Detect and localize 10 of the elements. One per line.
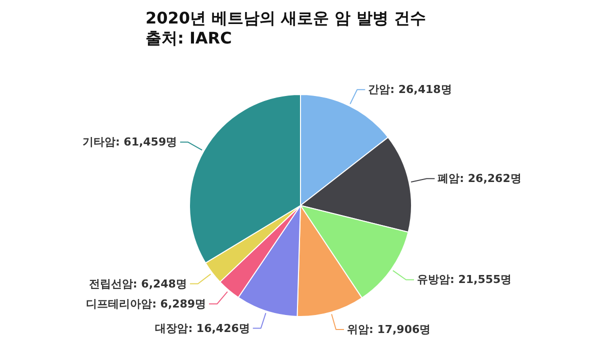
- slice-label: 디프테리아암: 6,289명: [86, 297, 206, 310]
- slice-label: 유방암: 21,555명: [417, 273, 512, 286]
- slice-label: 전립선암: 6,248명: [88, 277, 187, 290]
- slice-label: 기타암: 61,459명: [82, 136, 178, 149]
- slice-label: 대장암: 16,426명: [155, 322, 250, 335]
- chart-subtitle: 출처: IARC: [146, 28, 232, 48]
- slice-label: 위암: 17,906명: [346, 323, 431, 336]
- slice-label: 간암: 26,418명: [368, 83, 452, 96]
- slice-label: 폐암: 26,262명: [438, 172, 522, 186]
- chart-title: 2020년 베트남의 새로운 암 발병 건수: [146, 8, 426, 28]
